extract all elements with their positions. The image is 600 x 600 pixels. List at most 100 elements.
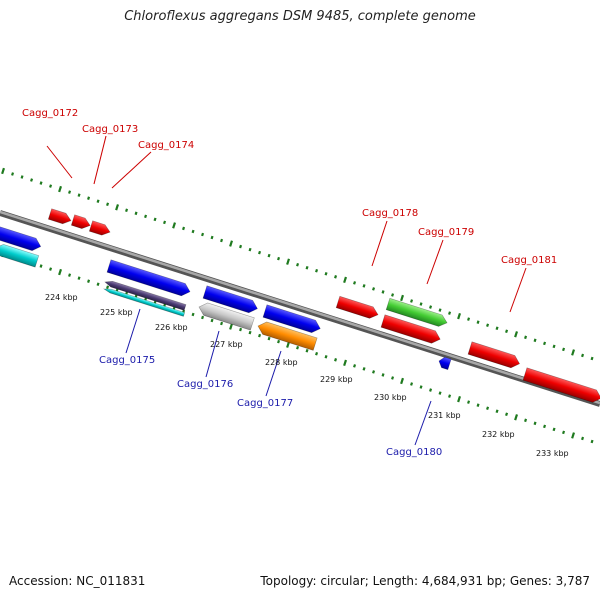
gene-arrow-cagg-0172[interactable] [47,208,72,226]
gene-arrow-cagg-0178[interactable] [335,295,380,320]
gene-arrow-cagg-0175a[interactable] [106,259,192,298]
gene-arrow-cagg-0176a[interactable] [202,285,259,315]
major-tick [115,204,120,211]
forward-strand-tick-track [1,167,594,361]
minor-tick [448,394,452,398]
gene-label-cagg-0172[interactable]: Cagg_0172 [22,108,78,119]
topology-summary: Topology: circular; Length: 4,684,931 bp… [260,574,590,588]
major-tick [229,240,234,247]
minor-tick [438,391,442,395]
kbp-tick-label: 229 kbp [320,375,353,384]
minor-tick [324,272,328,276]
minor-tick [248,330,252,335]
minor-tick [429,305,433,309]
minor-tick [258,250,262,255]
gene-arrow-partial-blue[interactable] [0,225,43,253]
minor-tick [163,220,167,225]
leader-line [426,239,444,285]
minor-tick [125,208,129,213]
minor-tick [239,327,243,332]
minor-tick [505,329,509,334]
gene-arrow-cagg-0176b[interactable] [197,301,255,331]
leader-line [265,350,282,397]
gene-label-cagg-0179[interactable]: Cagg_0179 [418,227,474,238]
gene-arrow-cagg-0173[interactable] [70,214,91,231]
leader-line [111,151,152,189]
gene-arrow-cagg-0181a[interactable] [467,341,521,370]
gene-arrow-cagg-0177a[interactable] [262,304,322,335]
minor-tick [30,178,34,182]
minor-tick [68,273,72,277]
minor-tick [467,400,471,404]
leader-line [414,400,432,446]
minor-tick [77,276,81,280]
minor-tick [495,409,499,413]
minor-tick [277,339,281,344]
minor-tick [543,341,547,346]
minor-tick [524,335,528,340]
leader-line [46,145,73,179]
minor-tick [486,406,490,410]
minor-tick [305,265,309,270]
major-tick [58,268,63,276]
gene-arrow-cagg-0179b[interactable] [380,314,442,346]
gene-arrow-cagg-0181b[interactable] [522,367,600,405]
major-tick [286,341,291,348]
gene-label-cagg-0176[interactable]: Cagg_0176 [177,379,233,390]
gene-label-cagg-0181[interactable]: Cagg_0181 [501,255,557,266]
minor-tick [77,193,81,197]
major-tick [343,359,348,367]
minor-tick [562,347,566,352]
gene-arrow-cagg-0177b[interactable] [256,320,318,351]
leader-line [509,267,527,313]
minor-tick [467,317,471,321]
major-tick [571,432,576,439]
minor-tick [524,418,528,423]
minor-tick [505,412,509,417]
kbp-tick-label: 227 kbp [210,340,243,349]
minor-tick [438,308,442,312]
minor-tick [305,348,309,353]
gene-arrow-cagg-0174[interactable] [88,220,111,238]
gene-arrow-cagg-0175b[interactable] [104,279,187,311]
minor-tick [476,320,480,324]
major-tick [457,395,462,403]
minor-tick [353,281,357,285]
gene-arrow-cagg-0180[interactable] [437,356,452,370]
leader-line [125,308,141,354]
minor-tick [106,202,110,206]
minor-tick [362,284,366,288]
minor-tick [372,370,376,374]
minor-tick [134,211,138,216]
minor-tick [267,336,271,341]
major-tick [286,258,291,265]
gene-arrow-cagg-0175c[interactable] [102,287,186,317]
minor-tick [87,279,91,283]
kbp-tick-label: 226 kbp [155,323,188,332]
minor-tick [581,436,585,441]
gene-label-cagg-0173[interactable]: Cagg_0173 [82,124,138,135]
major-tick [400,377,405,385]
minor-tick [562,430,566,435]
minor-tick [552,344,556,349]
minor-tick [590,439,594,444]
minor-tick [248,247,252,252]
kbp-tick-label: 231 kbp [428,411,461,420]
gene-label-cagg-0174[interactable]: Cagg_0174 [138,140,194,151]
minor-tick [106,285,110,289]
minor-tick [87,196,91,200]
gene-arrow-cagg-0179[interactable] [385,297,449,328]
minor-tick [96,199,100,203]
gene-label-cagg-0177[interactable]: Cagg_0177 [237,398,293,409]
gene-label-cagg-0175[interactable]: Cagg_0175 [99,355,155,366]
minor-tick [267,253,271,258]
major-tick [571,349,576,356]
gene-label-cagg-0178[interactable]: Cagg_0178 [362,208,418,219]
minor-tick [533,421,537,426]
minor-tick [220,321,224,326]
major-tick [457,312,462,320]
gene-label-cagg-0180[interactable]: Cagg_0180 [386,447,442,458]
gene-arrow-partial-cyan[interactable] [0,242,40,268]
minor-tick [590,356,594,361]
minor-tick [533,338,537,343]
